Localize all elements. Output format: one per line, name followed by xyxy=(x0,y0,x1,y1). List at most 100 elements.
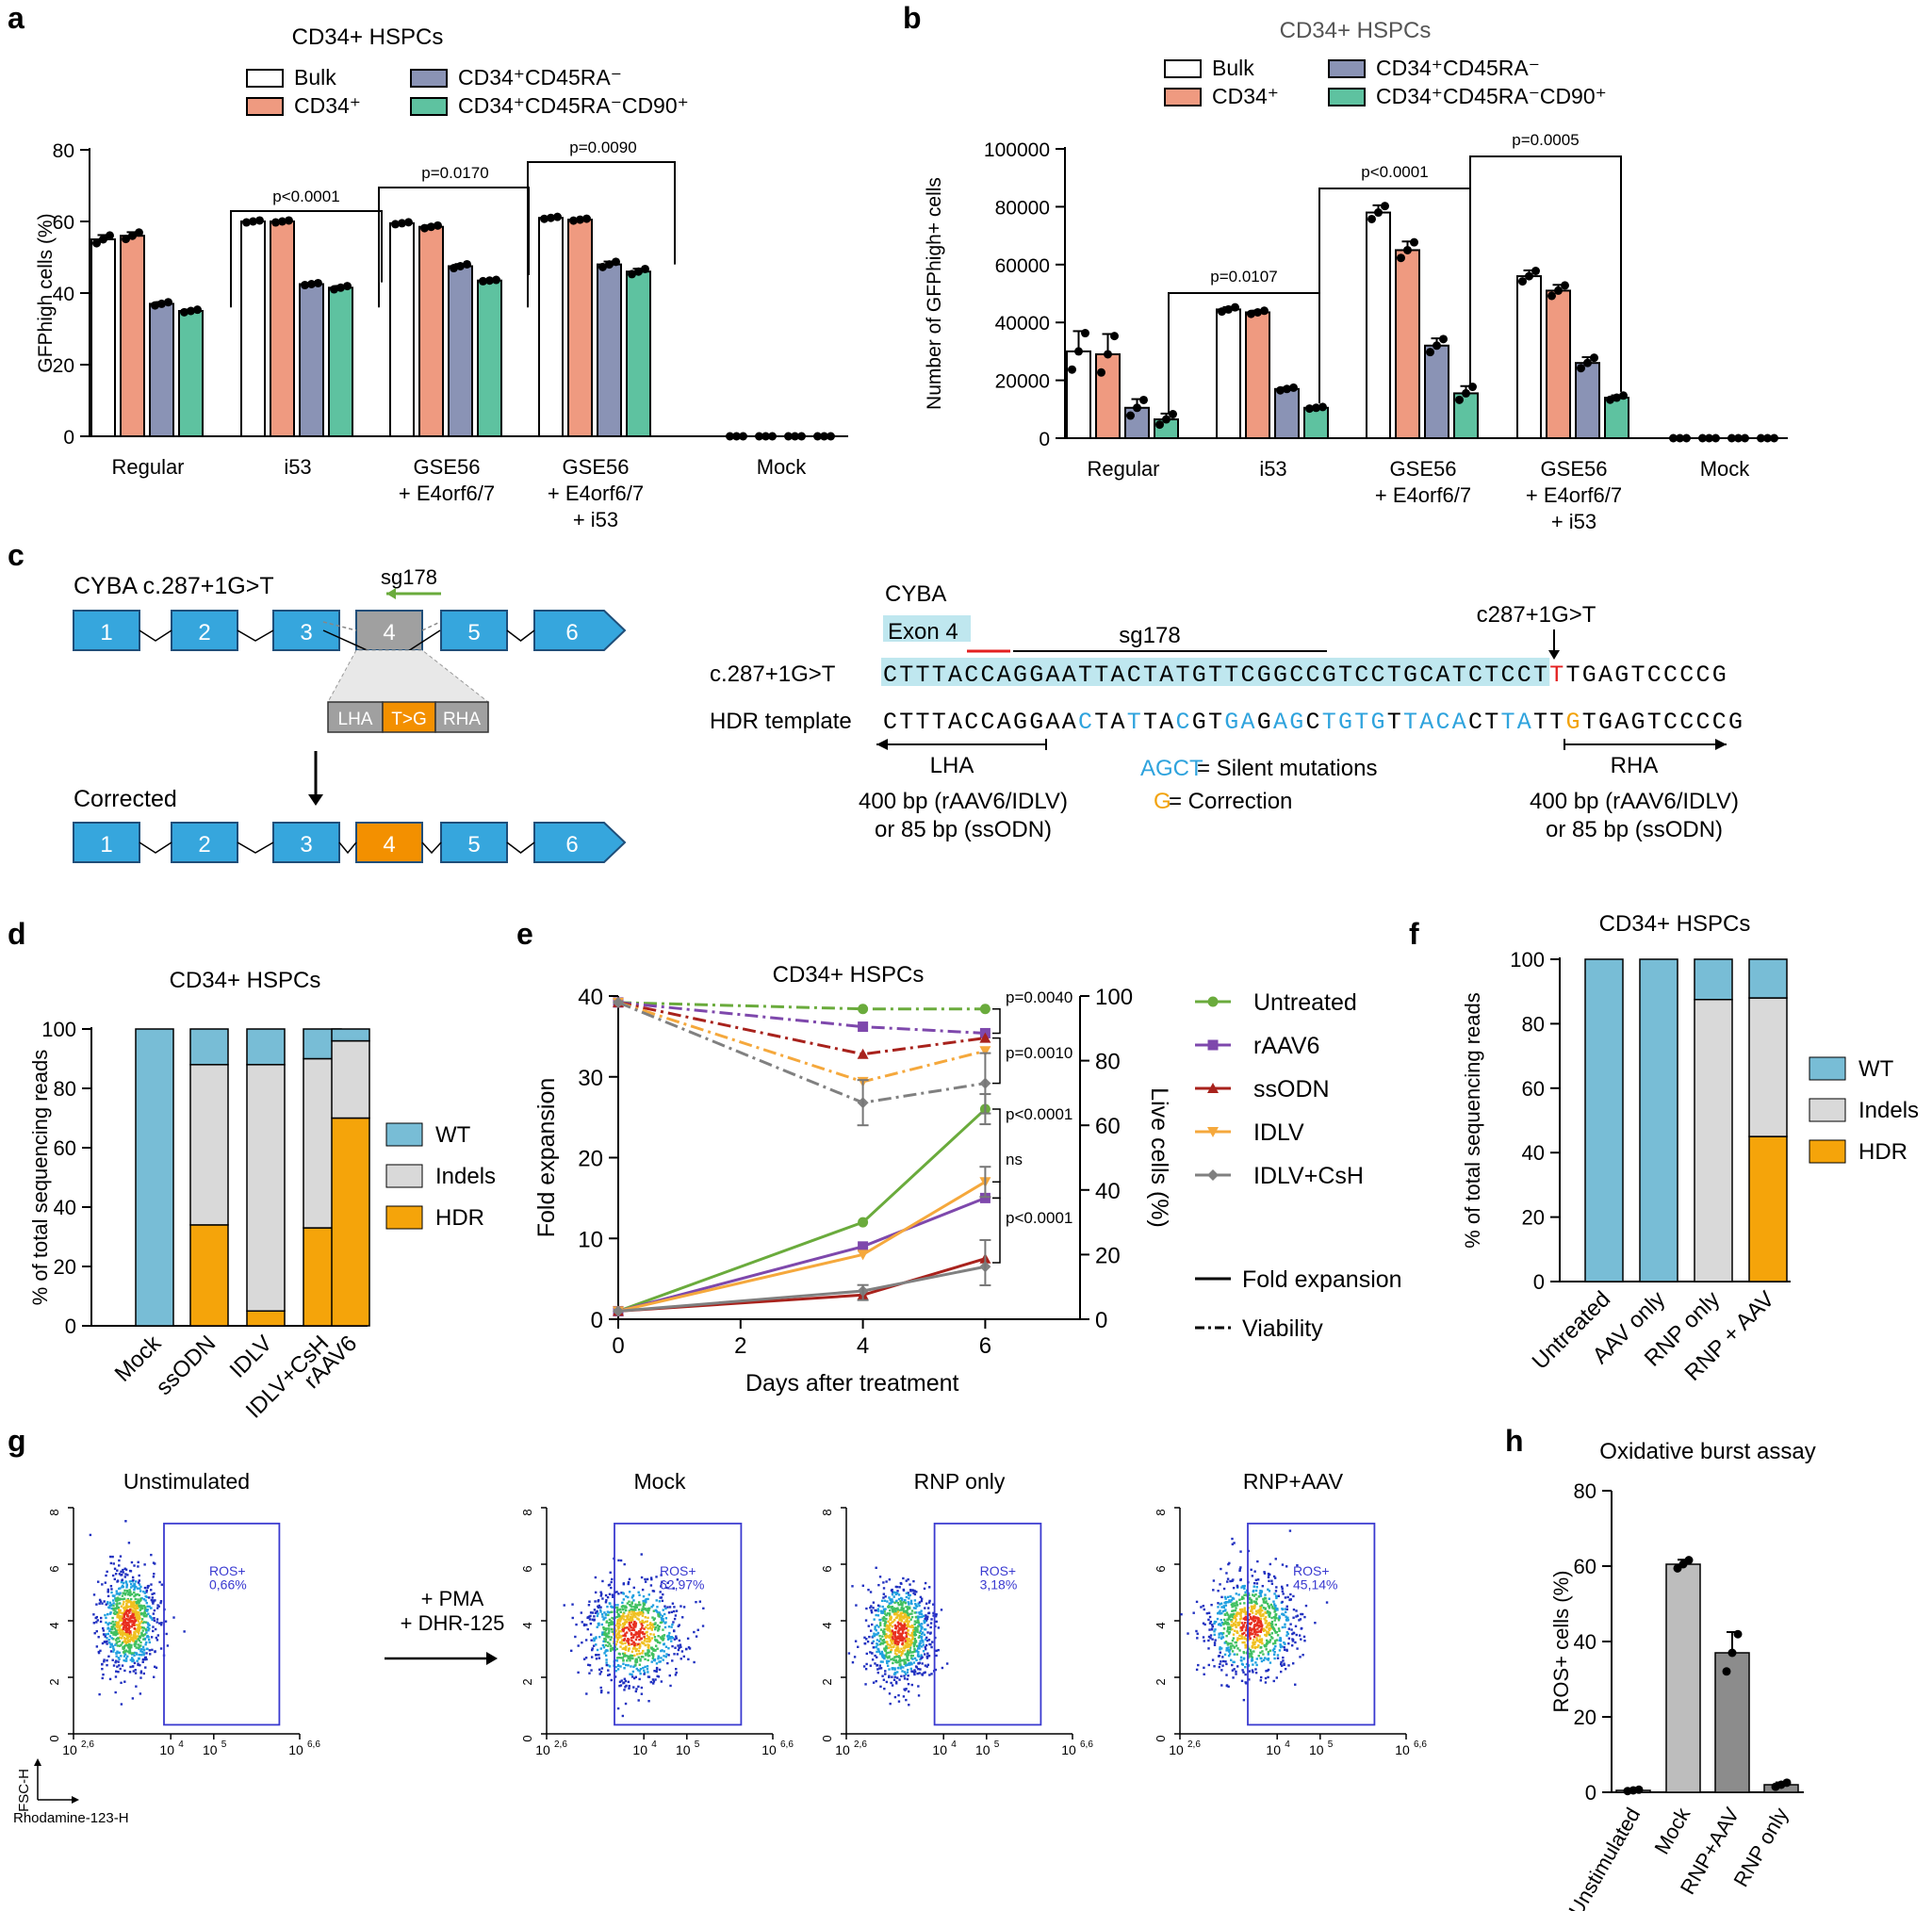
nucleotide: G xyxy=(1192,709,1206,736)
event-dot xyxy=(908,1597,910,1600)
event-dot xyxy=(635,1688,638,1690)
event-dot xyxy=(1227,1646,1230,1649)
event-dot xyxy=(156,1639,159,1642)
event-dot xyxy=(116,1622,119,1625)
plot-x-tick: 10 xyxy=(1061,1742,1076,1757)
event-dot xyxy=(150,1636,154,1639)
event-dot xyxy=(1269,1611,1271,1615)
event-dot xyxy=(1250,1605,1253,1609)
event-dot xyxy=(118,1609,122,1612)
y-tick-label: 40 xyxy=(578,985,603,1010)
data-point xyxy=(242,218,251,227)
event-dot xyxy=(657,1656,661,1658)
event-dot xyxy=(891,1592,894,1596)
event-dot xyxy=(129,1597,133,1601)
event-dot xyxy=(645,1631,647,1634)
event-dot xyxy=(915,1591,918,1593)
event-dot xyxy=(935,1654,938,1658)
event-dot xyxy=(1228,1642,1231,1645)
legend-style-1: Viability xyxy=(1242,1315,1323,1342)
event-dot xyxy=(661,1637,663,1641)
event-dot xyxy=(882,1596,885,1599)
event-dot xyxy=(1224,1601,1228,1604)
event-dot xyxy=(609,1649,613,1653)
event-dot xyxy=(604,1640,607,1643)
event-dot xyxy=(126,1637,129,1640)
event-dot xyxy=(106,1594,110,1598)
event-dot xyxy=(135,1637,138,1641)
event-dot xyxy=(619,1618,622,1621)
event-dot xyxy=(630,1601,633,1604)
gate-label: ROS+ xyxy=(660,1563,696,1578)
event-dot xyxy=(912,1607,916,1609)
data-point xyxy=(314,278,322,287)
event-dot xyxy=(110,1588,113,1591)
event-dot xyxy=(112,1648,116,1651)
event-dot xyxy=(905,1606,908,1609)
event-dot xyxy=(851,1660,855,1664)
event-dot xyxy=(1233,1602,1236,1605)
event-dot xyxy=(139,1650,142,1653)
y-axis-label: GFPhigh cells (%) xyxy=(35,213,57,372)
event-dot xyxy=(1244,1591,1247,1593)
event-dot xyxy=(591,1611,594,1614)
event-dot xyxy=(671,1623,674,1626)
event-dot xyxy=(130,1601,134,1604)
category-label-3: + E4orf6/7 xyxy=(548,482,644,505)
data-point xyxy=(1231,302,1239,312)
event-dot xyxy=(1295,1615,1298,1618)
event-dot xyxy=(603,1632,606,1636)
event-dot xyxy=(1251,1646,1254,1649)
event-dot xyxy=(630,1654,632,1657)
event-dot xyxy=(895,1682,898,1685)
event-dot xyxy=(1267,1651,1270,1654)
event-dot xyxy=(1266,1602,1269,1606)
category-label-2: + E4orf6/7 xyxy=(399,482,495,505)
event-dot xyxy=(879,1667,883,1670)
plot-x-tick: 10 xyxy=(632,1742,647,1757)
event-dot xyxy=(1243,1622,1247,1625)
exon-number: 1 xyxy=(100,832,112,858)
event-dot xyxy=(1288,1598,1291,1602)
event-dot xyxy=(635,1660,639,1663)
x-tick-label: 4 xyxy=(857,1333,869,1359)
p-value-0: p=0.0107 xyxy=(1210,268,1277,286)
y2-tick-label: 100 xyxy=(1095,985,1133,1010)
nucleotide: C xyxy=(1306,662,1320,689)
event-dot xyxy=(634,1609,637,1611)
plot-x-tick: 10 xyxy=(1169,1742,1184,1757)
event-dot xyxy=(926,1652,929,1655)
event-dot xyxy=(633,1643,636,1646)
event-dot xyxy=(1265,1648,1268,1651)
event-dot xyxy=(577,1644,580,1647)
event-dot xyxy=(662,1609,664,1611)
event-dot xyxy=(148,1627,151,1630)
event-dot xyxy=(612,1648,614,1651)
nucleotide: T xyxy=(1387,662,1401,689)
event-dot xyxy=(1272,1679,1275,1683)
event-dot xyxy=(624,1634,627,1638)
event-dot xyxy=(1220,1567,1222,1571)
panel-letter-e: e xyxy=(516,917,533,951)
event-dot xyxy=(97,1580,100,1583)
event-dot xyxy=(870,1605,873,1608)
guide-arrowhead xyxy=(386,588,396,599)
event-dot xyxy=(1214,1628,1217,1631)
event-dot xyxy=(635,1636,639,1639)
event-dot xyxy=(876,1609,880,1612)
event-dot xyxy=(106,1590,109,1593)
event-dot xyxy=(1195,1600,1199,1604)
event-dot xyxy=(138,1653,141,1657)
nucleotide: C xyxy=(981,709,995,736)
event-dot xyxy=(903,1671,907,1674)
mutation-arrowhead xyxy=(1548,650,1560,660)
event-dot xyxy=(643,1671,647,1674)
event-dot xyxy=(896,1625,899,1627)
event-dot xyxy=(913,1623,916,1625)
legend-swatch-1 xyxy=(246,97,284,116)
event-dot xyxy=(1227,1632,1231,1635)
event-dot xyxy=(1240,1635,1243,1638)
event-dot xyxy=(636,1617,639,1620)
event-dot xyxy=(107,1622,111,1625)
event-dot xyxy=(1269,1603,1273,1607)
